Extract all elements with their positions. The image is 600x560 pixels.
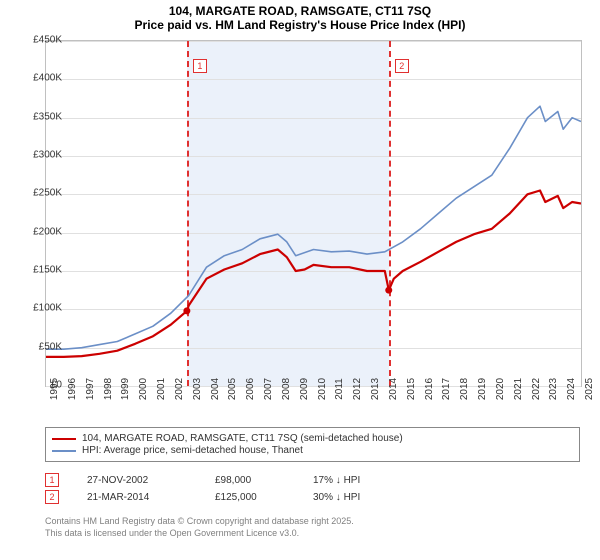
marker-date: 27-NOV-2002: [87, 475, 187, 486]
y-tick-label: £200K: [17, 226, 62, 237]
x-tick-label: 2018: [459, 378, 470, 400]
x-tick-label: 2007: [263, 378, 274, 400]
x-tick-label: 2011: [334, 378, 345, 400]
title-block: 104, MARGATE ROAD, RAMSGATE, CT11 7SQ Pr…: [0, 0, 600, 32]
x-tick-label: 2006: [245, 378, 256, 400]
marker-row: 1 27-NOV-2002 £98,000 17% ↓ HPI: [45, 473, 403, 487]
line-series-svg: [46, 41, 581, 386]
title-line2: Price paid vs. HM Land Registry's House …: [0, 18, 600, 32]
marker-price: £125,000: [215, 492, 285, 503]
x-tick-label: 2025: [584, 378, 595, 400]
x-tick-label: 2003: [192, 378, 203, 400]
plot-area: 12: [45, 40, 582, 387]
legend-label: HPI: Average price, semi-detached house,…: [82, 445, 303, 456]
legend-item: HPI: Average price, semi-detached house,…: [52, 445, 573, 456]
series-line: [46, 191, 581, 357]
x-tick-label: 2001: [156, 378, 167, 400]
sale-point-dot: [385, 287, 392, 294]
x-tick-label: 2024: [566, 378, 577, 400]
marker-id-box: 1: [45, 473, 59, 487]
x-tick-label: 2023: [548, 378, 559, 400]
x-tick-label: 2017: [441, 378, 452, 400]
x-tick-label: 2000: [138, 378, 149, 400]
x-tick-label: 2012: [352, 378, 363, 400]
y-tick-label: £450K: [17, 35, 62, 46]
legend-swatch: [52, 450, 76, 452]
x-tick-label: 2002: [174, 378, 185, 400]
marker-price: £98,000: [215, 475, 285, 486]
x-tick-label: 2014: [388, 378, 399, 400]
x-tick-label: 2021: [513, 378, 524, 400]
x-tick-label: 2015: [406, 378, 417, 400]
marker-pct: 30% ↓ HPI: [313, 492, 403, 503]
marker-id-box: 2: [45, 490, 59, 504]
y-tick-label: £100K: [17, 303, 62, 314]
y-tick-label: £50K: [17, 341, 62, 352]
marker-row: 2 21-MAR-2014 £125,000 30% ↓ HPI: [45, 490, 403, 504]
chart-container: 104, MARGATE ROAD, RAMSGATE, CT11 7SQ Pr…: [0, 0, 600, 560]
x-tick-label: 2019: [477, 378, 488, 400]
x-tick-label: 2009: [299, 378, 310, 400]
y-tick-label: £300K: [17, 150, 62, 161]
series-line: [46, 106, 581, 349]
x-tick-label: 2020: [495, 378, 506, 400]
footer-line2: This data is licensed under the Open Gov…: [45, 528, 354, 540]
marker-table: 1 27-NOV-2002 £98,000 17% ↓ HPI 2 21-MAR…: [45, 470, 403, 507]
x-tick-label: 2008: [281, 378, 292, 400]
x-tick-label: 1997: [85, 378, 96, 400]
y-tick-label: £400K: [17, 73, 62, 84]
legend-swatch: [52, 438, 76, 440]
footer-line1: Contains HM Land Registry data © Crown c…: [45, 516, 354, 528]
x-tick-label: 2022: [531, 378, 542, 400]
x-tick-label: 1995: [49, 378, 60, 400]
x-tick-label: 1996: [67, 378, 78, 400]
marker-date: 21-MAR-2014: [87, 492, 187, 503]
sale-point-dot: [183, 307, 190, 314]
y-tick-label: £150K: [17, 265, 62, 276]
title-line1: 104, MARGATE ROAD, RAMSGATE, CT11 7SQ: [0, 4, 600, 18]
x-tick-label: 2013: [370, 378, 381, 400]
legend-label: 104, MARGATE ROAD, RAMSGATE, CT11 7SQ (s…: [82, 433, 403, 444]
footer-attribution: Contains HM Land Registry data © Crown c…: [45, 516, 354, 539]
x-tick-label: 2005: [227, 378, 238, 400]
legend-item: 104, MARGATE ROAD, RAMSGATE, CT11 7SQ (s…: [52, 433, 573, 444]
y-tick-label: £350K: [17, 111, 62, 122]
legend-box: 104, MARGATE ROAD, RAMSGATE, CT11 7SQ (s…: [45, 427, 580, 462]
marker-pct: 17% ↓ HPI: [313, 475, 403, 486]
x-tick-label: 1998: [103, 378, 114, 400]
x-tick-label: 2016: [424, 378, 435, 400]
y-tick-label: £250K: [17, 188, 62, 199]
x-tick-label: 2004: [210, 378, 221, 400]
x-tick-label: 1999: [120, 378, 131, 400]
x-tick-label: 2010: [317, 378, 328, 400]
